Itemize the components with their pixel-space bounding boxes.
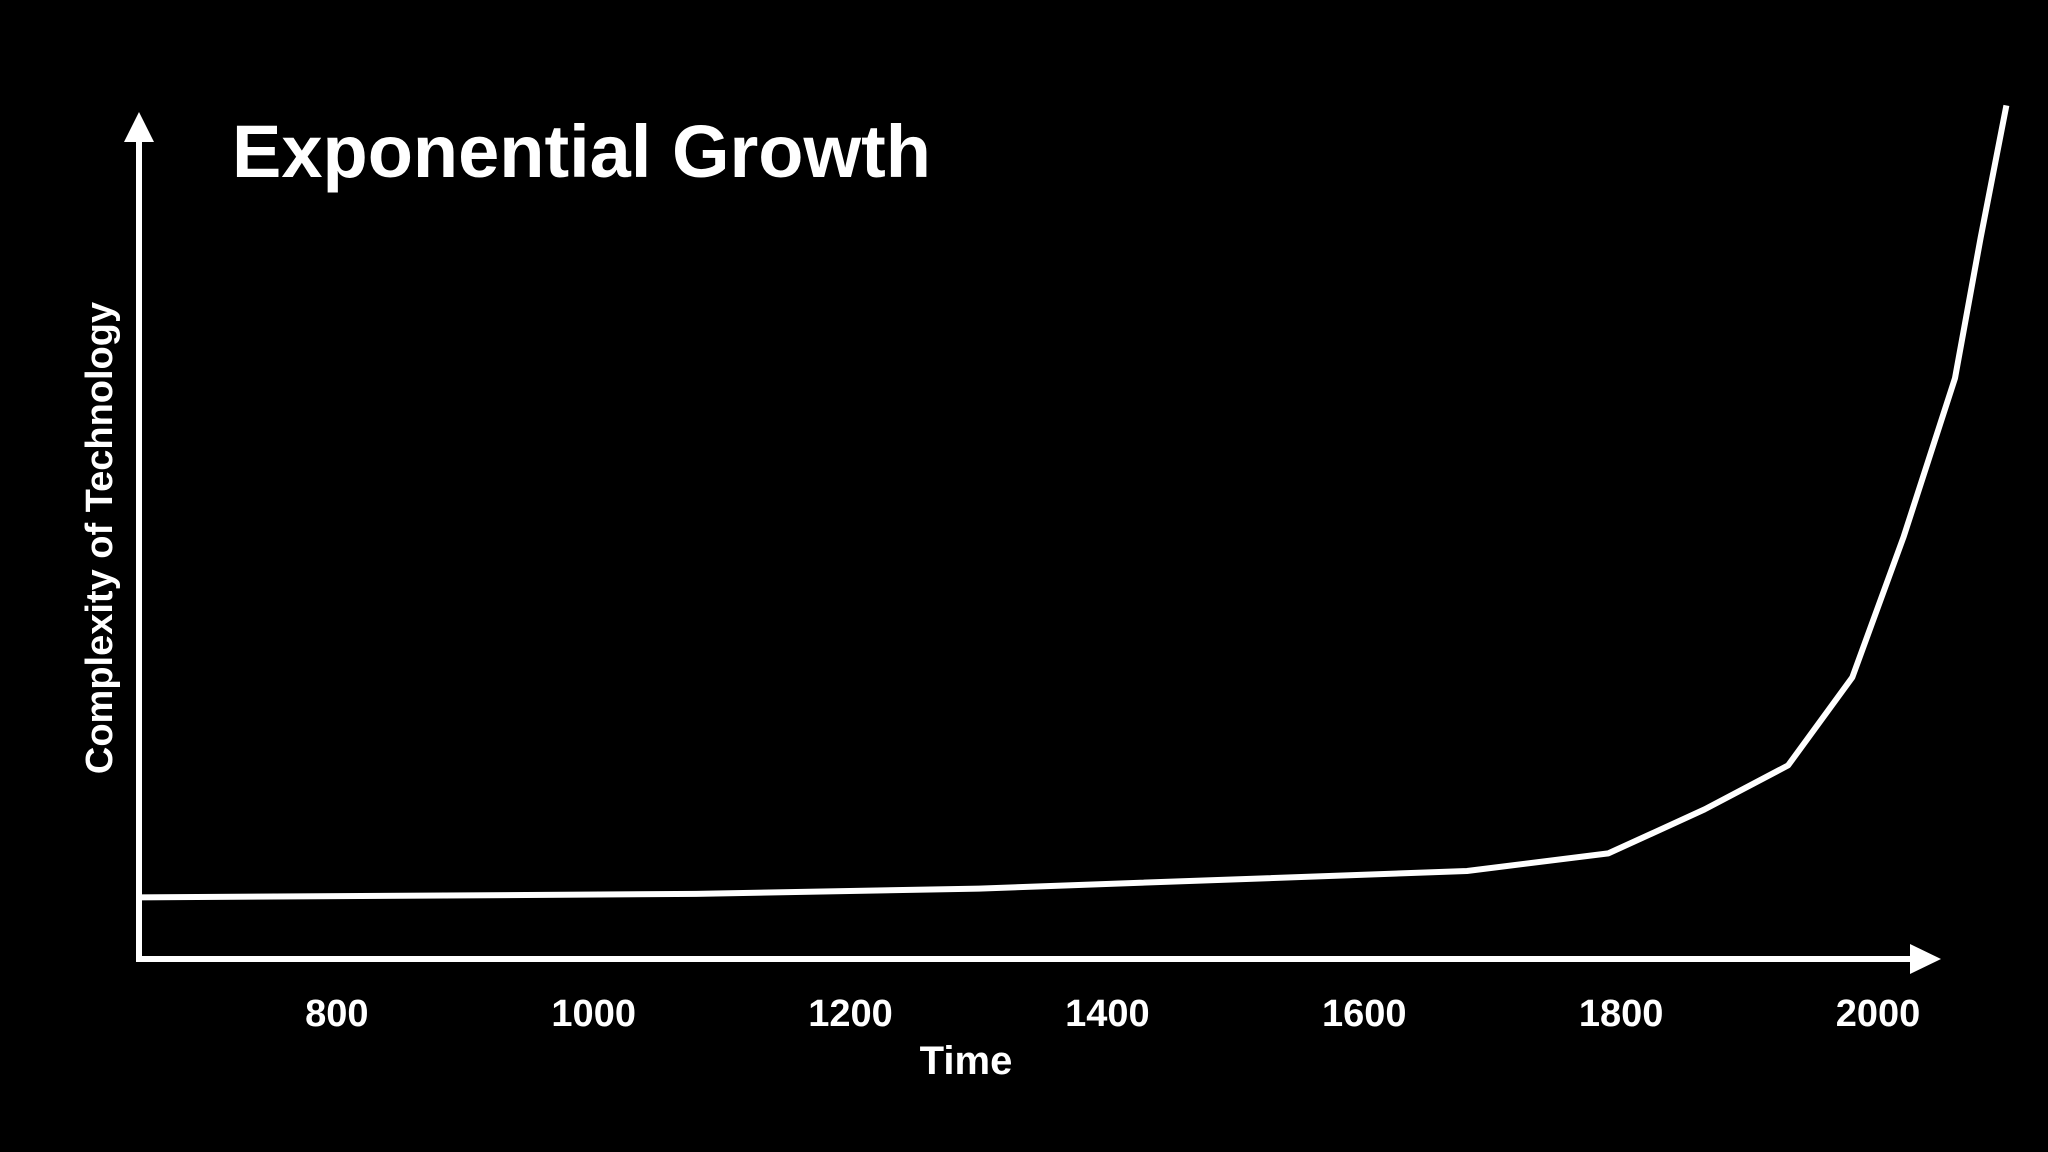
- x-tick-label-800: 800: [305, 993, 368, 1035]
- x-tick-label-2000: 2000: [1836, 993, 1921, 1035]
- chart-title: Exponential Growth: [232, 110, 931, 193]
- x-tick-label-1200: 1200: [808, 993, 893, 1035]
- series-line-0: [138, 104, 2010, 901]
- x-axis-label: Time: [920, 1039, 1013, 1083]
- x-tick-label-1600: 1600: [1322, 993, 1407, 1035]
- x-axis-arrow-icon: [1910, 944, 1941, 974]
- series-group: [138, 104, 2010, 901]
- x-tick-label-1400: 1400: [1065, 993, 1150, 1035]
- x-tick-labels: 800 1000 1200 1400 1600 1800 2000: [305, 993, 1920, 1035]
- x-tick-label-1000: 1000: [551, 993, 636, 1035]
- y-axis-label: Complexity of Technology: [79, 302, 121, 774]
- x-tick-label-1800: 1800: [1579, 993, 1664, 1035]
- y-axis-arrow-icon: [124, 112, 154, 142]
